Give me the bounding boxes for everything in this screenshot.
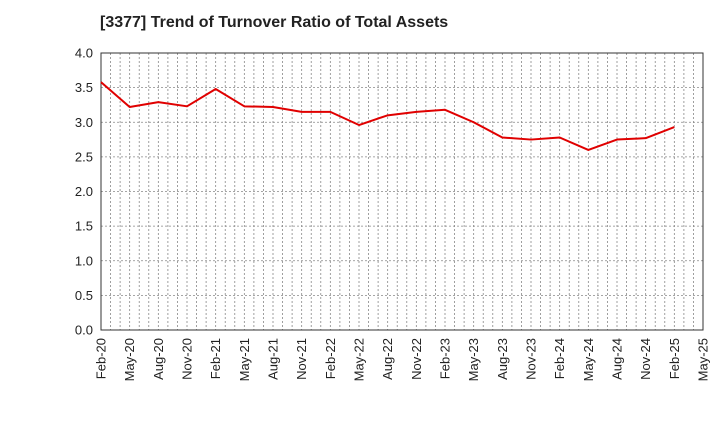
x-tick-label: May-20 — [122, 338, 137, 381]
x-tick-label: Nov-23 — [524, 338, 539, 380]
y-axis-ticks: 0.0 0.5 1.0 1.5 2.0 2.5 3.0 3.5 4.0 — [75, 46, 93, 338]
y-tick-label: 4.0 — [75, 46, 93, 61]
x-tick-label: May-22 — [352, 338, 367, 381]
y-tick-label: 3.5 — [75, 80, 93, 95]
y-tick-label: 3.0 — [75, 115, 93, 130]
x-tick-label: Feb-20 — [94, 338, 109, 379]
x-tick-label: Nov-24 — [638, 338, 653, 380]
y-tick-label: 1.5 — [75, 219, 93, 234]
x-tick-label: Nov-22 — [409, 338, 424, 380]
x-tick-label: May-24 — [581, 338, 596, 381]
y-tick-label: 1.0 — [75, 253, 93, 268]
x-tick-label: Aug-20 — [151, 338, 166, 380]
x-tick-label: Aug-22 — [380, 338, 395, 380]
x-tick-label: Aug-21 — [266, 338, 281, 380]
series-line — [100, 81, 675, 151]
y-tick-label: 0.5 — [75, 288, 93, 303]
x-tick-label: Nov-20 — [180, 338, 195, 380]
x-tick-label: May-25 — [696, 338, 711, 381]
y-tick-label: 2.0 — [75, 184, 93, 199]
y-tick-label: 2.5 — [75, 149, 93, 164]
x-tick-label: Nov-21 — [294, 338, 309, 380]
x-tick-label: Feb-23 — [438, 338, 453, 379]
x-axis-ticks: Feb-20 May-20 Aug-20 Nov-20 Feb-21 May-21 Aug-… — [94, 338, 711, 381]
x-tick-label: Feb-25 — [667, 338, 682, 379]
y-tick-label: 0.0 — [75, 323, 93, 338]
x-tick-label: May-23 — [466, 338, 481, 381]
grid-lines — [101, 53, 703, 330]
x-tick-label: Aug-24 — [610, 338, 625, 380]
x-tick-label: Feb-24 — [552, 338, 567, 379]
plot-frame — [100, 52, 704, 331]
x-tick-label: May-21 — [237, 338, 252, 381]
series-layer — [100, 81, 675, 151]
x-tick-label: Aug-23 — [495, 338, 510, 380]
x-tick-label: Feb-22 — [323, 338, 338, 379]
x-tick-label: Feb-21 — [208, 338, 223, 379]
chart-title: [3377] Trend of Turnover Ratio of Total … — [100, 14, 449, 31]
